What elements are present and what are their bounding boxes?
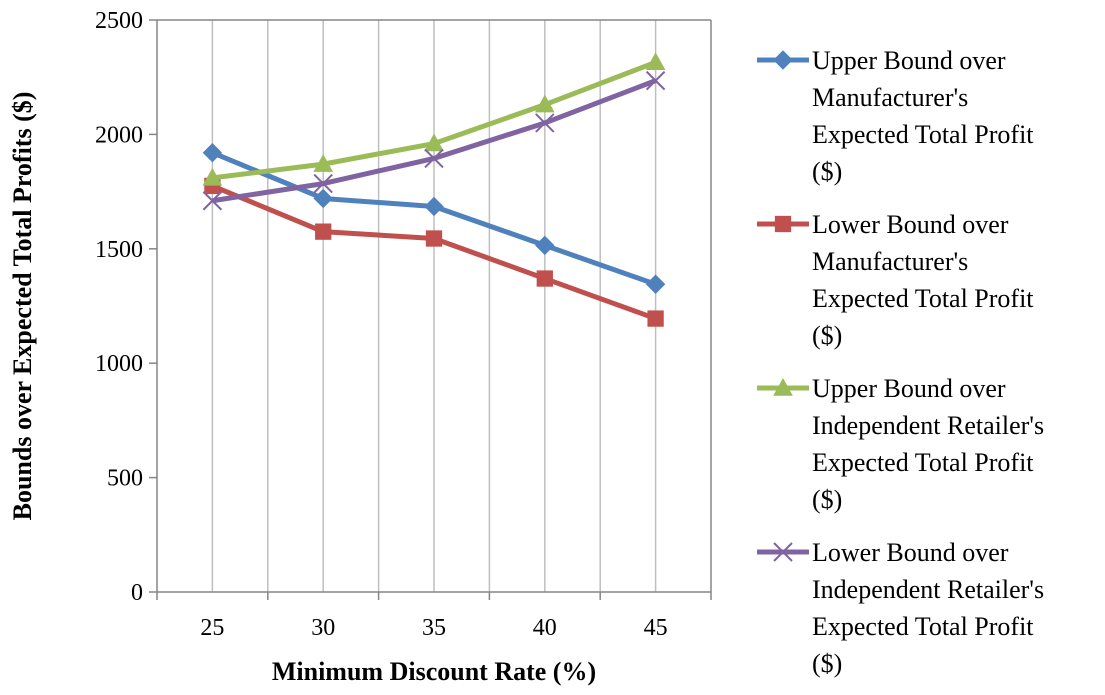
legend-swatch-marker <box>773 542 793 562</box>
x-tick-label: 40 <box>533 615 557 641</box>
data-point-square <box>647 310 664 327</box>
data-point-diamond <box>202 142 223 163</box>
legend-label-line: Manufacturer's <box>812 83 968 112</box>
x-tick-label: 35 <box>422 615 446 641</box>
legend-label-line: Independent Retailer's <box>812 575 1044 604</box>
legend-label-line: Lower Bound over <box>812 538 1009 567</box>
x-tick-label: 30 <box>311 615 335 641</box>
data-point-triangle <box>424 133 444 152</box>
data-point-triangle <box>202 167 223 186</box>
x-tick-label: 45 <box>644 615 668 641</box>
legend-label-line: Expected Total Profit <box>812 448 1034 477</box>
legend-label-line: Expected Total Profit <box>812 612 1034 641</box>
y-tick-label: 500 <box>107 466 143 492</box>
y-tick-label: 1000 <box>95 351 143 377</box>
data-point-square <box>536 270 553 287</box>
legend-label-line: Expected Total Profit <box>812 284 1034 313</box>
axes <box>149 19 712 600</box>
data-point-diamond <box>535 235 555 256</box>
legend-swatch-marker <box>773 50 793 70</box>
plot-series <box>202 52 666 327</box>
y-tick-label: 0 <box>131 580 143 606</box>
legend-entry: Upper Bound over Manufacturer's Expected T… <box>757 46 1034 186</box>
legend-label-line: ($) <box>812 321 842 350</box>
y-tick-label: 2000 <box>95 122 143 148</box>
legend-label-line: Expected Total Profit <box>812 120 1034 149</box>
legend-label-line: Upper Bound over <box>812 46 1006 75</box>
x-axis-title: Minimum Discount Rate (%) <box>272 657 596 686</box>
x-tick-label: 25 <box>200 615 224 641</box>
legend-label-line: Lower Bound over <box>812 210 1009 239</box>
data-point-x <box>645 70 666 91</box>
data-point-x <box>313 173 333 194</box>
data-point-triangle <box>313 154 334 172</box>
data-point-square <box>315 223 332 240</box>
y-axis-title: Bounds over Expected Total Profits ($) <box>8 92 37 521</box>
legend-label-line: ($) <box>812 485 842 514</box>
legend-entry: Upper Bound over Independent Retailer's Ex… <box>757 374 1044 514</box>
data-point-square <box>425 230 443 247</box>
legend-entry: Lower Bound over Manufacturer's Expected T… <box>757 210 1034 350</box>
data-point-x <box>202 191 223 211</box>
series-4 <box>202 70 666 211</box>
series-1 <box>202 142 666 294</box>
legend-label-line: ($) <box>812 649 842 678</box>
data-point-diamond <box>313 188 333 209</box>
legend-swatch-marker <box>773 377 793 396</box>
legend-label-line: Upper Bound over <box>812 374 1006 403</box>
data-point-diamond <box>645 274 666 294</box>
y-tick-label: 1500 <box>95 237 143 263</box>
data-point-x <box>535 113 555 133</box>
data-point-diamond <box>424 196 444 217</box>
legend-swatch-marker <box>774 215 792 233</box>
series-3 <box>202 52 666 186</box>
legend: Upper Bound over Manufacturer's Expected T… <box>757 46 1044 678</box>
legend-entry: Lower Bound over Independent Retailer's Ex… <box>757 538 1044 678</box>
data-point-triangle <box>645 52 666 71</box>
legend-label-line: Independent Retailer's <box>812 411 1044 440</box>
legend-label-line: Manufacturer's <box>812 247 968 276</box>
tick-labels: 0 500 1000 1500 2000 2500 25 30 35 40 45 <box>95 8 668 641</box>
legend-label-line: ($) <box>812 157 842 186</box>
grid <box>211 20 657 592</box>
data-point-triangle <box>534 94 555 113</box>
data-point-x <box>424 148 444 169</box>
y-tick-label: 2500 <box>95 8 143 34</box>
